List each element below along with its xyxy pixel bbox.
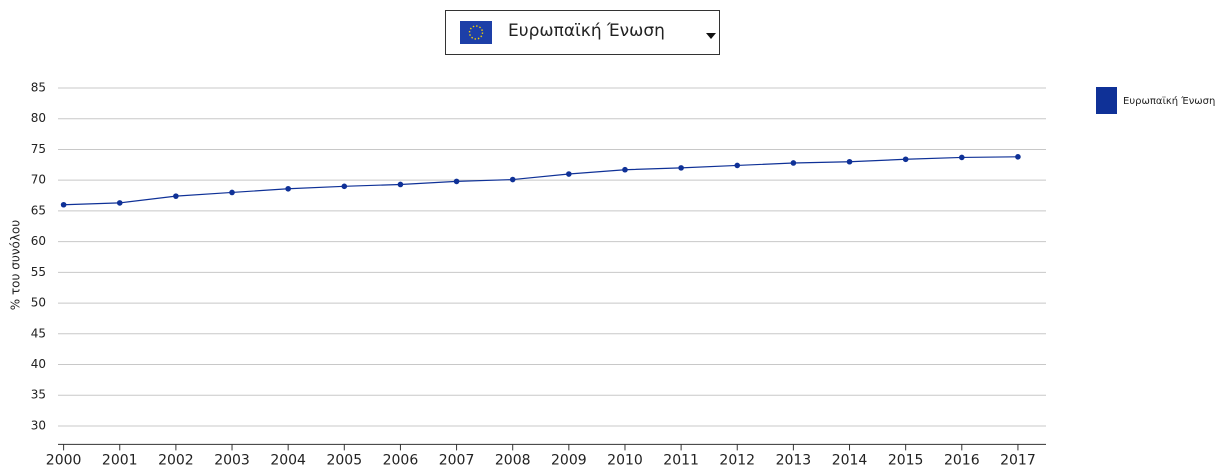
x-tick-label: 2013 (776, 452, 812, 467)
x-tick-label: 2009 (551, 452, 587, 467)
x-tick-label: 2014 (832, 452, 868, 467)
y-tick-label: 55 (31, 265, 46, 279)
data-point (341, 183, 348, 190)
x-tick-label: 2005 (326, 452, 362, 467)
y-tick-label: 75 (31, 142, 46, 156)
x-tick-label: 2017 (1000, 452, 1036, 467)
data-point (622, 166, 628, 173)
x-tick-label: 2006 (383, 452, 419, 467)
x-tick-label: 2010 (607, 452, 643, 467)
data-point (566, 171, 572, 177)
x-tick-label: 2008 (495, 452, 531, 467)
y-tick-label: 70 (31, 173, 46, 187)
eu-flag (460, 21, 492, 44)
x-tick-label: 2000 (46, 452, 82, 467)
data-point (509, 176, 516, 183)
y-tick-label: 80 (31, 111, 46, 125)
y-tick-label: 40 (31, 357, 46, 371)
data-point (453, 178, 460, 185)
data-point (846, 158, 853, 165)
x-tick-label: 2004 (270, 452, 306, 467)
y-tick-label: 35 (31, 388, 46, 402)
y-tick-label: 45 (31, 326, 46, 340)
x-tick-label: 2015 (888, 452, 924, 467)
data-point (397, 181, 404, 188)
x-tick-label: 2012 (719, 452, 755, 467)
x-tick-label: 2007 (439, 452, 475, 467)
data-point (60, 201, 67, 208)
y-tick-label: 85 (31, 81, 46, 95)
country-dropdown[interactable]: Ευρωπαϊκή Ένωση (445, 10, 720, 55)
legend-swatch (1096, 87, 1117, 114)
x-tick-label: 2001 (102, 452, 138, 467)
dropdown-caret (706, 33, 716, 39)
y-tick-label: 50 (31, 296, 46, 310)
data-point (902, 156, 909, 163)
data-point (790, 160, 797, 166)
data-point (116, 200, 123, 206)
data-point (1015, 154, 1021, 160)
x-tick-label: 2003 (214, 452, 250, 467)
data-point (229, 189, 235, 196)
dropdown-label: Ευρωπαϊκή Ένωση (508, 21, 665, 41)
legend-label: Ευρωπαϊκή Ένωση (1123, 95, 1215, 107)
x-tick-label: 2016 (944, 452, 980, 467)
y-tick-label: 30 (31, 418, 46, 432)
x-tick-label: 2002 (158, 452, 194, 467)
y-tick-label: 65 (31, 203, 46, 217)
y-axis-title: % του συνόλου (9, 220, 23, 311)
data-point (285, 185, 291, 192)
data-point (734, 162, 741, 169)
data-point (173, 193, 179, 199)
data-point (678, 165, 684, 171)
data-line (63, 156, 1018, 206)
y-tick-label: 60 (31, 234, 46, 248)
data-point (958, 154, 965, 161)
x-tick-label: 2011 (663, 452, 699, 467)
